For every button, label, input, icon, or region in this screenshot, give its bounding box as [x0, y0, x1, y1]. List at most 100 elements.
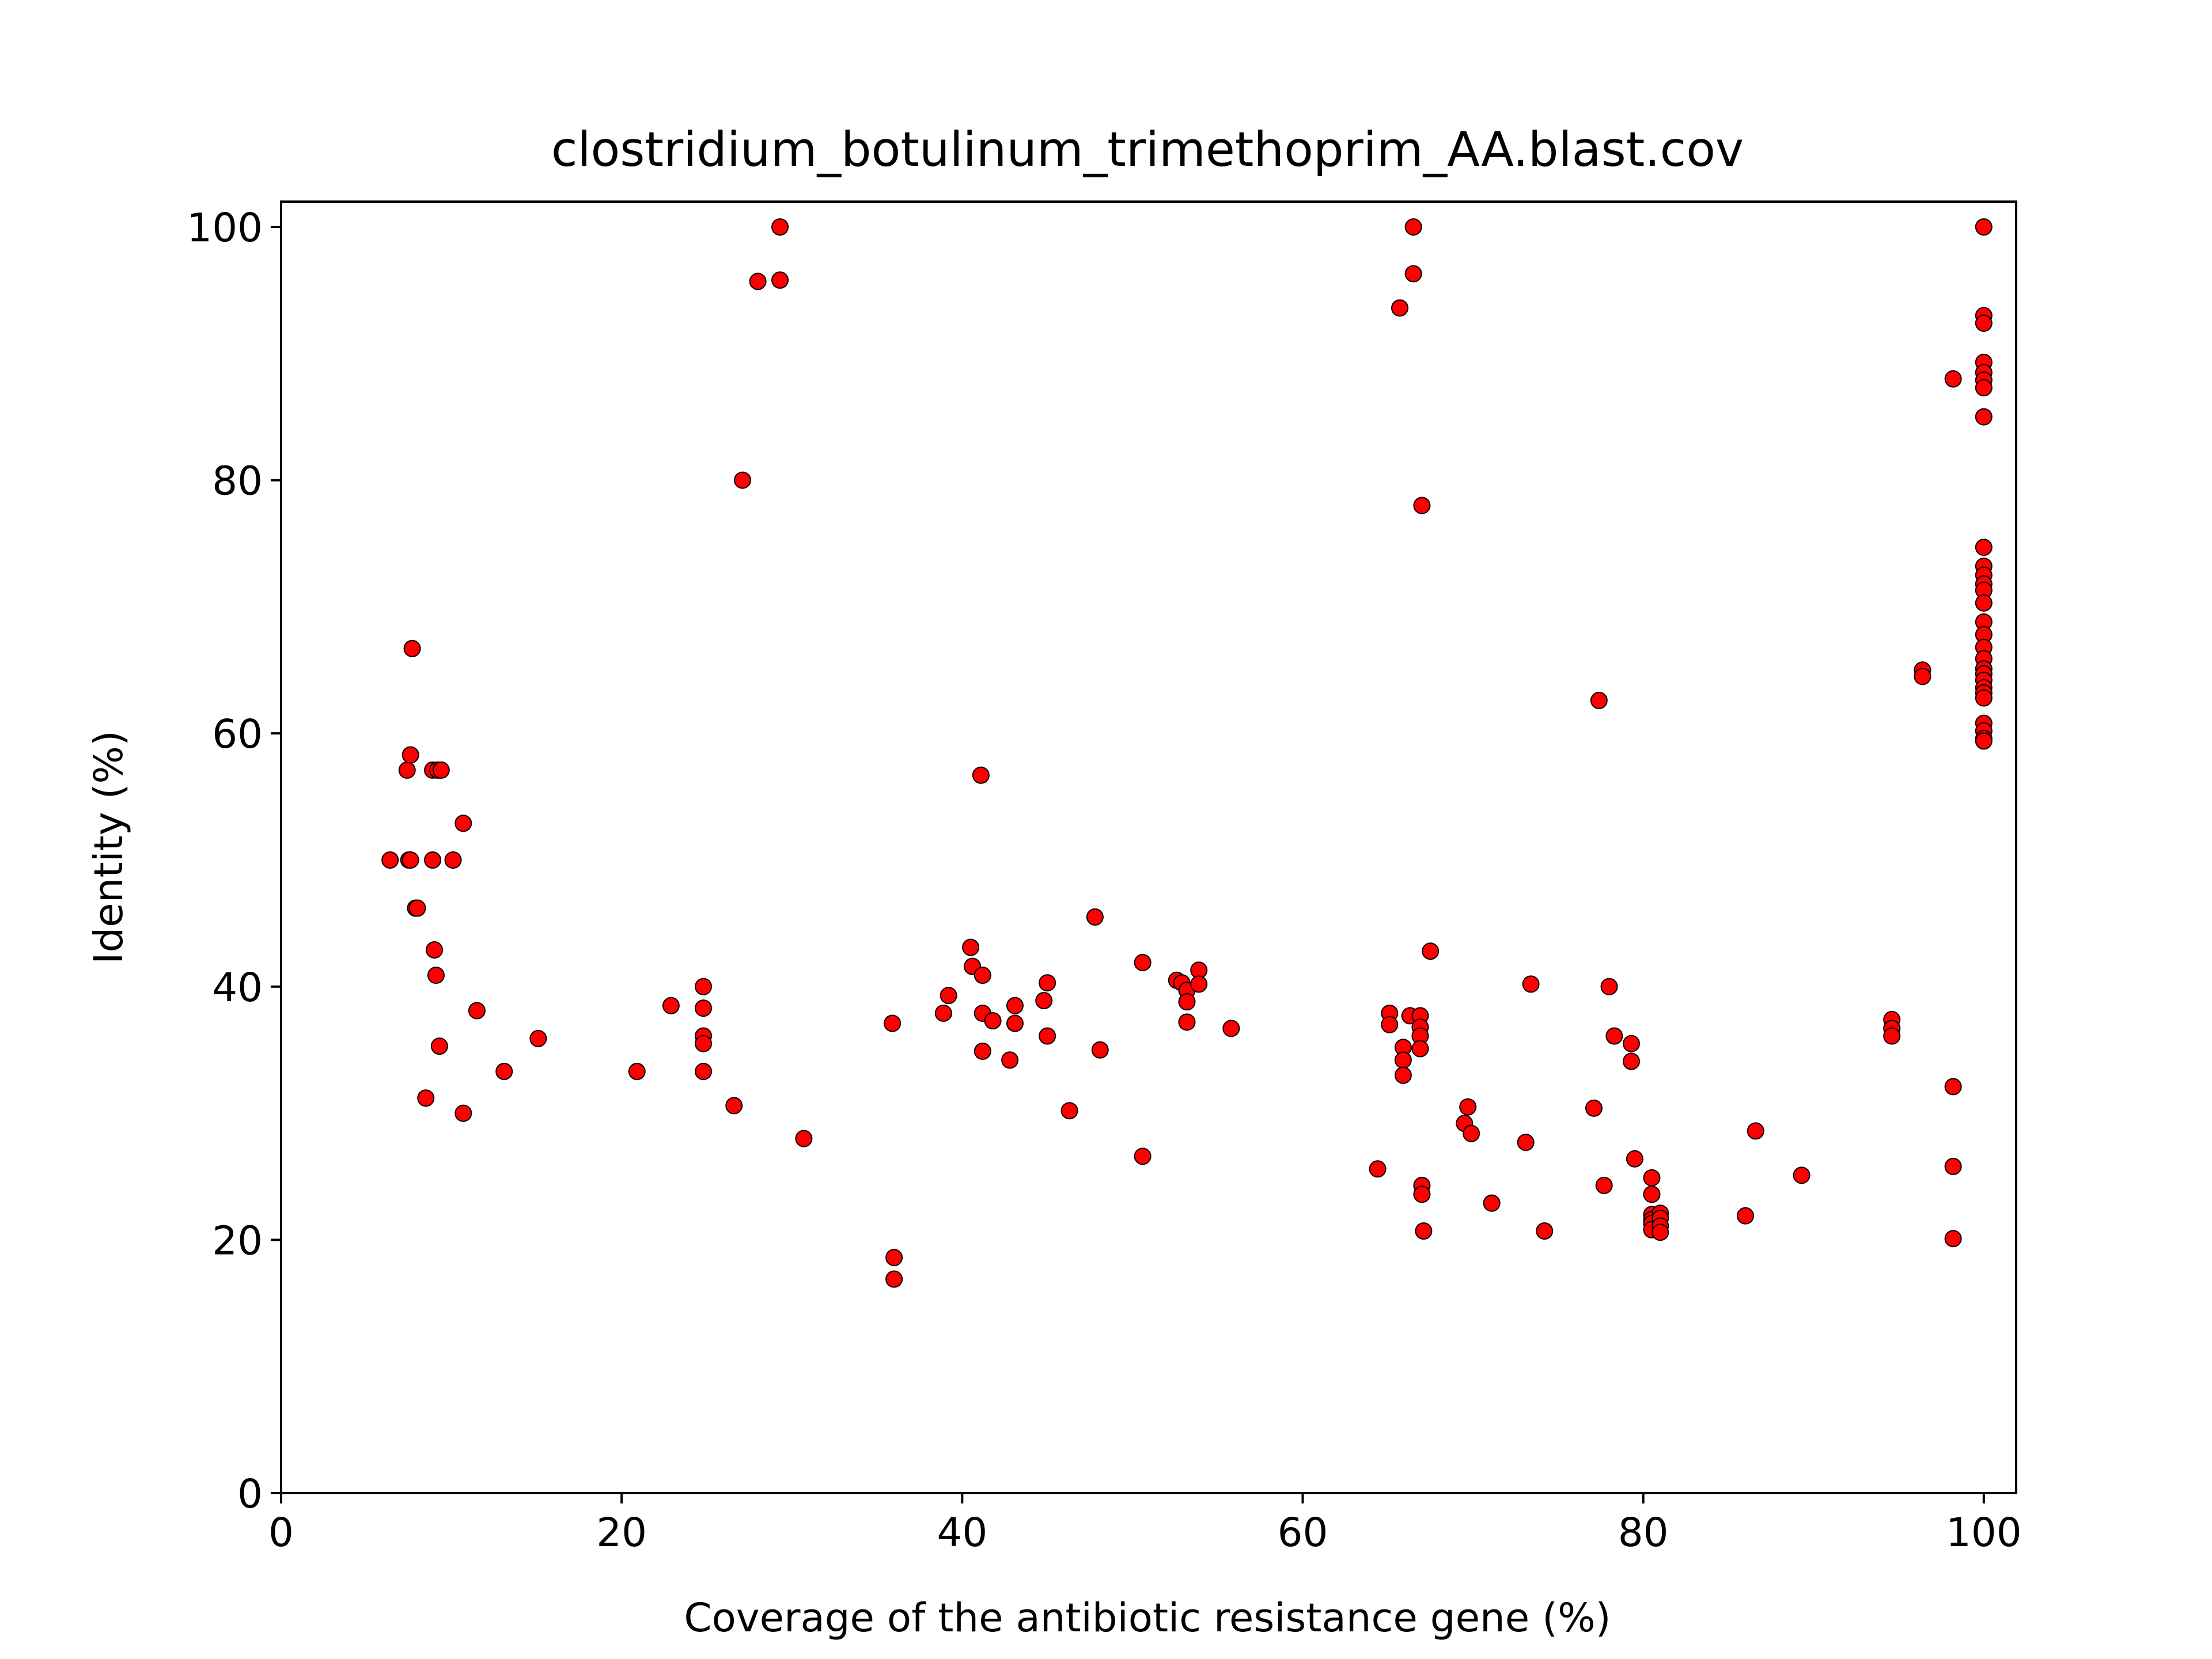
- data-point: [1463, 1124, 1480, 1142]
- data-point: [725, 1097, 743, 1115]
- data-point: [1369, 1160, 1387, 1178]
- data-point: [1652, 1224, 1669, 1241]
- data-point: [1975, 539, 1993, 556]
- data-points: [381, 218, 1993, 1288]
- data-point: [1517, 1134, 1535, 1152]
- data-point: [1039, 1027, 1056, 1045]
- data-point: [1626, 1150, 1643, 1168]
- data-point: [1459, 1098, 1477, 1116]
- y-tick-label: 40: [212, 965, 263, 1011]
- data-point: [427, 967, 445, 984]
- x-tick-label: 60: [1278, 1510, 1328, 1556]
- y-axis: 0 20 40 60 80 100: [187, 205, 281, 1517]
- data-point: [1975, 218, 1993, 236]
- data-point: [1622, 1035, 1640, 1052]
- data-point: [771, 218, 789, 236]
- data-point: [1091, 1041, 1109, 1059]
- data-point: [426, 941, 444, 959]
- data-point: [454, 1104, 472, 1122]
- data-point: [1595, 1176, 1613, 1194]
- data-point: [1585, 1099, 1603, 1117]
- data-point: [1590, 692, 1608, 710]
- data-point: [1975, 732, 1993, 750]
- data-point: [454, 815, 472, 832]
- data-point: [795, 1130, 813, 1147]
- data-point: [885, 1270, 903, 1288]
- data-point: [1914, 668, 1931, 685]
- data-point: [1222, 1020, 1240, 1037]
- x-tick-label: 100: [1946, 1510, 2022, 1556]
- x-axis-label: Coverage of the antibiotic resistance ge…: [684, 1595, 1611, 1641]
- data-point: [734, 471, 752, 489]
- y-tick-label: 100: [187, 205, 263, 251]
- data-point: [402, 746, 419, 764]
- chart-title: clostridium_botulinum_trimethoprim_AA.bl…: [551, 122, 1744, 177]
- data-point: [695, 999, 713, 1017]
- data-point: [1600, 978, 1618, 995]
- data-point: [1944, 1157, 1962, 1175]
- data-point: [1483, 1194, 1501, 1212]
- data-point: [1006, 1014, 1024, 1032]
- data-point: [1605, 1027, 1623, 1045]
- x-tick-label: 0: [268, 1510, 294, 1556]
- data-point: [934, 1004, 952, 1022]
- y-axis-label: Identity (%): [86, 730, 132, 964]
- data-point: [424, 851, 442, 869]
- data-point: [885, 1249, 903, 1267]
- data-point: [403, 639, 421, 657]
- data-point: [1522, 975, 1540, 993]
- data-point: [1178, 993, 1196, 1011]
- y-tick-label: 20: [212, 1218, 263, 1264]
- data-point: [1944, 1230, 1962, 1248]
- y-tick-label: 60: [212, 711, 263, 757]
- data-point: [1975, 379, 1993, 397]
- data-point: [1381, 1016, 1399, 1033]
- data-point: [1060, 1102, 1078, 1120]
- data-point: [1178, 1013, 1196, 1031]
- data-point: [495, 1063, 513, 1081]
- data-point: [972, 766, 990, 784]
- y-tick-label: 80: [212, 459, 263, 505]
- data-point: [381, 851, 399, 869]
- data-point: [1944, 370, 1962, 388]
- data-point: [1536, 1222, 1554, 1240]
- data-point: [432, 761, 450, 779]
- data-point: [1039, 974, 1056, 992]
- data-point: [1404, 218, 1422, 236]
- data-point: [940, 987, 957, 1005]
- data-point: [1975, 594, 1993, 612]
- data-point: [1394, 1051, 1412, 1069]
- data-point: [1793, 1166, 1810, 1184]
- data-point: [1001, 1051, 1019, 1069]
- data-point: [444, 851, 462, 869]
- data-point: [662, 997, 680, 1014]
- data-point: [1190, 975, 1208, 993]
- data-point: [1622, 1052, 1640, 1070]
- data-point: [884, 1014, 902, 1032]
- data-point: [1391, 299, 1408, 317]
- data-point: [771, 271, 789, 289]
- y-tick-label: 0: [237, 1471, 263, 1517]
- data-point: [1413, 1185, 1431, 1203]
- data-point: [974, 967, 991, 984]
- data-point: [398, 761, 416, 779]
- data-point: [962, 938, 980, 956]
- data-point: [402, 851, 419, 869]
- data-point: [1134, 1147, 1152, 1165]
- data-point: [1006, 997, 1024, 1014]
- data-point: [1975, 408, 1993, 426]
- data-point: [430, 1037, 448, 1055]
- data-point: [1422, 942, 1440, 960]
- data-point: [1643, 1185, 1661, 1203]
- data-point: [1975, 315, 1993, 332]
- data-point: [974, 1042, 991, 1060]
- data-point: [1411, 1040, 1429, 1058]
- data-point: [628, 1063, 646, 1081]
- data-point: [1737, 1207, 1755, 1225]
- data-point: [1415, 1222, 1433, 1240]
- x-tick-label: 80: [1618, 1510, 1669, 1556]
- x-tick-label: 40: [937, 1510, 987, 1556]
- data-point: [468, 1002, 486, 1020]
